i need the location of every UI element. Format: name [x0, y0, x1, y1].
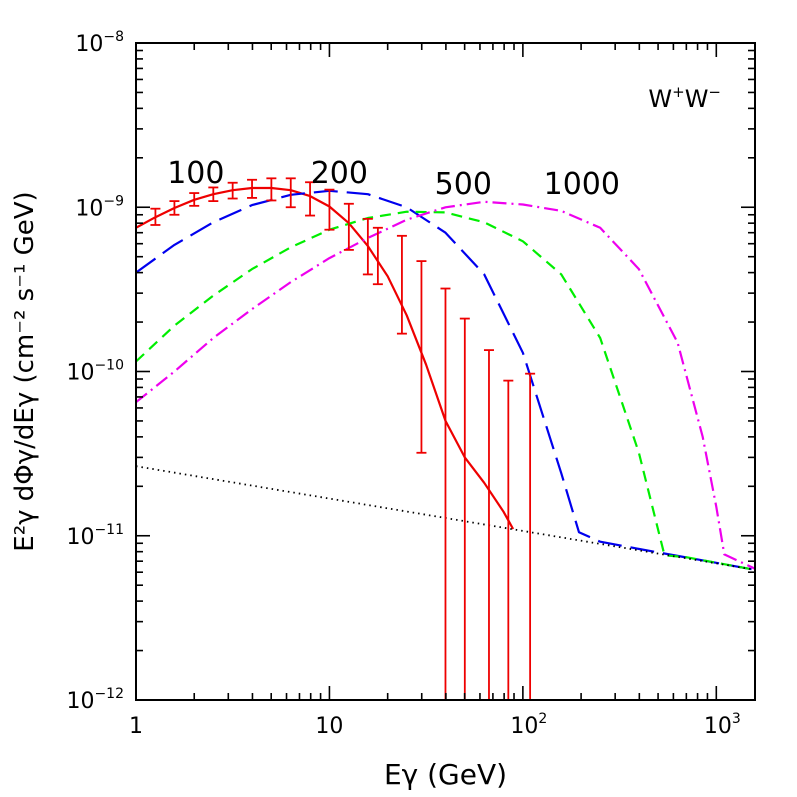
y-tick-label-2: 10−10 — [66, 358, 124, 386]
x-tick-label-2: 102 — [510, 711, 547, 739]
y-tick-label-0: 10−12 — [66, 686, 124, 714]
y-tick-label-1-exp: −11 — [94, 522, 124, 538]
process-label-sup1: + — [672, 83, 685, 101]
x-tick-label-1-base: 10 — [315, 714, 343, 739]
process-label-sup2: − — [708, 83, 721, 101]
y-tick-label-4: 10−8 — [75, 29, 124, 57]
mass-label-0: 100 — [167, 156, 224, 191]
y-tick-label-1: 10−11 — [66, 522, 124, 550]
y-tick-label-3: 10−9 — [75, 193, 124, 221]
x-tick-label-2-base: 10 — [510, 714, 538, 739]
x-tick-label-3-exp: 3 — [732, 711, 741, 727]
process-label-w2: W — [685, 85, 709, 113]
x-tick-label-3: 103 — [704, 711, 741, 739]
y-tick-label-0-base: 10 — [66, 689, 94, 714]
process-label-w1: W — [648, 85, 672, 113]
series-line-2 — [136, 210, 755, 571]
y-tick-label-2-exp: −10 — [94, 358, 124, 374]
x-tick-label-1: 10 — [315, 714, 343, 739]
x-tick-label-0: 1 — [129, 714, 143, 739]
mass-label-3: 1000 — [544, 167, 620, 202]
mass-label-2: 500 — [435, 167, 492, 202]
series-line-3 — [136, 200, 755, 570]
series-line-0 — [136, 186, 515, 530]
x-tick-label-3-base: 10 — [704, 714, 732, 739]
y-tick-label-4-exp: −8 — [103, 29, 124, 45]
x-axis-label: Eγ (GeV) — [384, 758, 507, 791]
y-tick-label-3-base: 10 — [75, 196, 103, 221]
error-bars-layer — [150, 177, 536, 700]
y-tick-label-3-exp: −9 — [103, 193, 124, 209]
x-tick-label-2-exp: 2 — [538, 711, 547, 727]
y-tick-label-0-exp: −12 — [94, 686, 124, 702]
y-tick-label-4-base: 10 — [75, 32, 103, 57]
process-label: W+W− — [648, 83, 721, 113]
series-line-1 — [136, 189, 755, 571]
y-axis-label: E²γ dΦγ/dEγ (cm⁻² s⁻¹ GeV) — [10, 191, 40, 551]
y-tick-label-1-base: 10 — [66, 525, 94, 550]
y-tick-label-2-base: 10 — [66, 361, 94, 386]
ticks-layer — [135, 42, 755, 701]
mass-label-1: 200 — [311, 156, 368, 191]
x-tick-label-0-base: 1 — [129, 714, 143, 739]
